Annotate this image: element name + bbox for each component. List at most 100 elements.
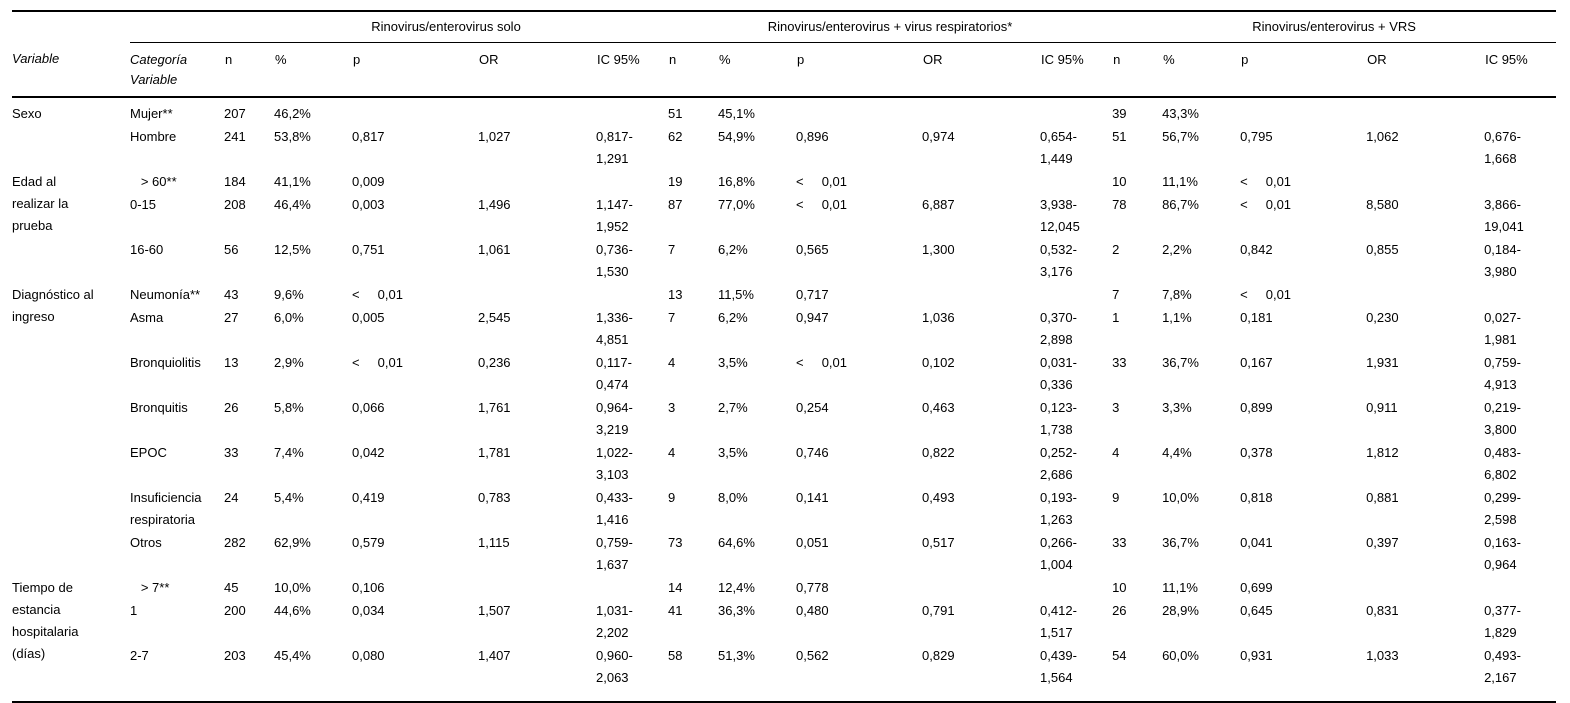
cell-g3-ic95: 0,377-1,829: [1484, 603, 1521, 640]
cell-g2-pct: 77,0%: [718, 197, 755, 212]
cell-g1-ic95: [596, 576, 668, 599]
cell-g2-p: 0,565: [796, 242, 829, 257]
cell-g1-pct: 9,6%: [274, 287, 304, 302]
cell-g3-or: 1,062: [1366, 129, 1399, 144]
category-label: Insuficiencia respiratoria: [130, 490, 206, 527]
metric-header-g3-ic95: IC 95%: [1484, 42, 1557, 98]
cell-g1-n: 45: [224, 580, 239, 595]
cell-g1-pct: 41,1%: [274, 174, 311, 189]
cell-g3-or: 0,855: [1366, 242, 1399, 257]
cell-g1-or: 0,236: [478, 355, 511, 370]
cell-g2-ic95: 0,439-1,564: [1040, 648, 1077, 685]
cell-g3-n: 78: [1112, 197, 1127, 212]
cell-g1-pct: 46,2%: [274, 106, 311, 121]
category-label: 1: [130, 603, 138, 618]
cell-g3-ic95: 3,866-19,041: [1484, 197, 1524, 234]
variable-label: Tiempo de estancia hospitalaria (días): [12, 580, 83, 661]
cell-g3-or: [1366, 283, 1484, 306]
metric-header-g1-p: p: [352, 42, 478, 98]
cell-g1-ic95: 0,759-1,637: [596, 535, 633, 572]
group-header-rino-vrs: Rinovirus/enterovirus + VRS: [1112, 11, 1557, 43]
cell-g1-n: 203: [224, 648, 246, 663]
cell-g1-ic95: 0,736-1,530: [596, 242, 633, 279]
cell-g1-n: 184: [224, 174, 246, 189]
cell-g2-or: 0,791: [922, 603, 955, 618]
cell-g2-pct: 6,2%: [718, 310, 748, 325]
cell-g1-n: 24: [224, 490, 239, 505]
cell-g3-ic95: 0,483-6,802: [1484, 445, 1521, 482]
cell-g2-pct: 45,1%: [718, 106, 755, 121]
cell-g3-ic95: [1484, 576, 1556, 599]
cell-g3-ic95: [1484, 283, 1556, 306]
cell-g3-pct: 56,7%: [1162, 129, 1199, 144]
cell-g2-p: 0,947: [796, 310, 829, 325]
cell-g2-p: 0,480: [796, 603, 829, 618]
cell-g2-ic95: 0,193-1,263: [1040, 490, 1077, 527]
category-label: 2-7: [130, 648, 149, 663]
metric-header-g3-n: n: [1112, 42, 1163, 98]
table-row: 0-15 208 46,4% 0,003 1,496 1,147-1,952 87 77,0%…: [12, 193, 1556, 238]
cell-g3-pct: 86,7%: [1162, 197, 1199, 212]
cell-g1-n: 208: [224, 197, 246, 212]
cell-g3-or: 0,831: [1366, 603, 1399, 618]
cell-g1-n: 200: [224, 603, 246, 618]
cell-g3-n: 3: [1112, 400, 1120, 415]
cell-g3-ic95: 0,163-0,964: [1484, 535, 1521, 572]
group-header-rino-virus-respiratorios: Rinovirus/enterovirus + virus respirator…: [668, 11, 1113, 43]
category-label: Asma: [130, 310, 164, 325]
cell-g1-pct: 53,8%: [274, 129, 311, 144]
cell-g3-n: 33: [1112, 355, 1127, 370]
cell-g3-pct: 60,0%: [1162, 648, 1199, 663]
cell-g2-or: 0,517: [922, 535, 955, 550]
cell-g2-pct: 12,4%: [718, 580, 755, 595]
cell-g3-pct: 11,1%: [1162, 174, 1198, 189]
cell-g2-n: 7: [668, 310, 676, 325]
cell-g2-pct: 16,8%: [718, 174, 755, 189]
table-row: Diagnóstico al ingreso Neumonía** 43 9,6% < …: [12, 283, 1556, 324]
cell-g1-pct: 45,4%: [274, 648, 311, 663]
group-header-spacer-category: [130, 11, 224, 43]
cell-g1-ic95: 0,960-2,063: [596, 648, 633, 685]
table-row: 2-7 203 45,4% 0,080 1,407 0,960-2,063 58 51,3% 0…: [12, 644, 1556, 702]
category-label: Otros: [130, 535, 162, 550]
cell-g2-p: < 0,01: [796, 174, 847, 189]
metric-header-g2-p: p: [796, 42, 923, 98]
cell-g2-n: 13: [668, 287, 683, 302]
cell-g1-ic95: 0,117-0,474: [596, 355, 632, 392]
cell-g3-p: 0,899: [1240, 400, 1273, 415]
cell-g3-n: 33: [1112, 535, 1127, 550]
category-label: Bronquitis: [130, 400, 188, 415]
table-row: 16-60 56 12,5% 0,751 1,061 0,736-1,530 7 6,2% 0,…: [12, 238, 1556, 283]
cell-g1-n: 33: [224, 445, 239, 460]
cell-g2-ic95: 0,123-1,738: [1040, 400, 1077, 437]
cell-g3-ic95: 0,759-4,913: [1484, 355, 1521, 392]
metric-header-g1-n: n: [224, 42, 274, 98]
cell-g3-n: 2: [1112, 242, 1120, 257]
cell-g1-p: 0,003: [352, 197, 385, 212]
cell-g2-ic95: 0,370-2,898: [1040, 310, 1077, 347]
cell-g2-ic95: 0,654-1,449: [1040, 129, 1077, 166]
variable-column-header: Variable: [12, 42, 130, 98]
cell-g3-ic95: 0,299-2,598: [1484, 490, 1521, 527]
cell-g1-ic95: 1,336-4,851: [596, 310, 633, 347]
cell-g1-n: 56: [224, 242, 239, 257]
cell-g1-p: 0,009: [352, 174, 385, 189]
table-row: Sexo Mujer** 207 46,2% 51 45,1% 39 43,3%: [12, 97, 1556, 125]
cell-g1-or: 0,783: [478, 490, 511, 505]
cell-g2-ic95: 0,031-0,336: [1040, 355, 1077, 392]
cell-g2-or: 0,463: [922, 400, 955, 415]
cell-g1-pct: 2,9%: [274, 355, 304, 370]
table-row: Tiempo de estancia hospitalaria (días) >…: [12, 576, 1556, 661]
cell-g1-p: [352, 97, 478, 125]
cell-g3-ic95: 0,184-3,980: [1484, 242, 1521, 279]
cell-g1-or: [478, 170, 596, 193]
table-row: EPOC 33 7,4% 0,042 1,781 1,022-3,103 4 3,5% 0,74…: [12, 441, 1556, 486]
cell-g2-ic95: [1040, 576, 1112, 599]
cell-g3-or: 1,812: [1366, 445, 1399, 460]
cell-g2-n: 4: [668, 445, 676, 460]
cell-g2-or: [922, 97, 1040, 125]
cell-g2-n: 51: [668, 106, 683, 121]
cell-g3-or: 8,580: [1366, 197, 1399, 212]
cell-g3-ic95: [1484, 170, 1556, 193]
